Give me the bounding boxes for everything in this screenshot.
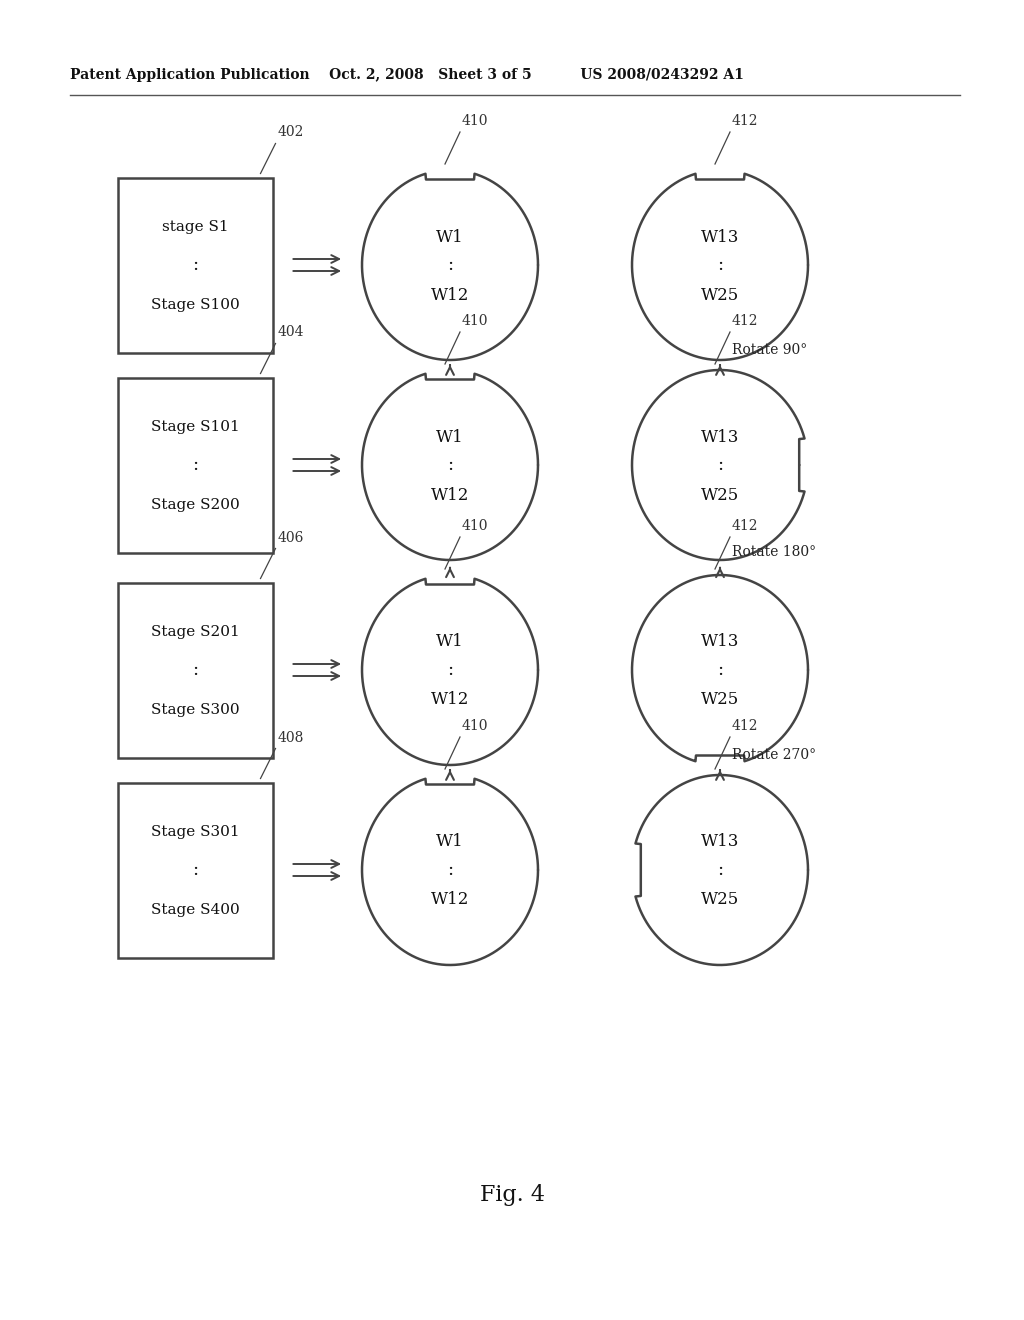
FancyBboxPatch shape [118,783,272,957]
Text: Stage S200: Stage S200 [151,498,240,512]
Text: W25: W25 [700,891,739,908]
Text: Patent Application Publication    Oct. 2, 2008   Sheet 3 of 5          US 2008/0: Patent Application Publication Oct. 2, 2… [70,69,743,82]
Text: Stage S400: Stage S400 [151,903,240,917]
Text: stage S1: stage S1 [162,220,228,234]
FancyBboxPatch shape [118,582,272,758]
Text: 412: 412 [732,719,759,733]
Text: Stage S101: Stage S101 [151,420,240,434]
Text: :: : [446,861,453,879]
Text: W12: W12 [431,891,469,908]
Text: :: : [191,455,198,474]
Text: 404: 404 [278,326,304,339]
FancyBboxPatch shape [118,177,272,352]
Text: W13: W13 [700,228,739,246]
Text: Stage S201: Stage S201 [151,624,240,639]
Text: 402: 402 [278,125,304,140]
Text: 412: 412 [732,519,759,533]
Text: :: : [191,256,198,275]
Text: 412: 412 [732,314,759,327]
Text: W1: W1 [436,228,464,246]
Text: W1: W1 [436,833,464,850]
Text: W12: W12 [431,286,469,304]
Text: W1: W1 [436,429,464,446]
Text: 410: 410 [462,114,488,128]
Text: Stage S301: Stage S301 [151,825,240,840]
Text: W13: W13 [700,833,739,850]
Text: W25: W25 [700,286,739,304]
Text: Rotate 90°: Rotate 90° [732,343,807,356]
Text: 412: 412 [732,114,759,128]
Text: :: : [717,861,723,879]
Text: W13: W13 [700,634,739,651]
Text: 410: 410 [462,314,488,327]
Text: 410: 410 [462,519,488,533]
Text: :: : [717,661,723,678]
Text: W25: W25 [700,487,739,503]
Text: W12: W12 [431,487,469,503]
Text: W1: W1 [436,634,464,651]
Text: :: : [717,455,723,474]
Text: :: : [191,861,198,879]
Text: Stage S100: Stage S100 [151,298,240,312]
Text: Fig. 4: Fig. 4 [479,1184,545,1206]
Text: W12: W12 [431,692,469,709]
Text: 408: 408 [278,730,304,744]
Text: 410: 410 [462,719,488,733]
Text: W13: W13 [700,429,739,446]
Text: Rotate 270°: Rotate 270° [732,748,816,762]
FancyBboxPatch shape [118,378,272,553]
Text: Rotate 180°: Rotate 180° [732,545,816,560]
Text: 406: 406 [278,531,304,544]
Text: :: : [446,455,453,474]
Text: :: : [191,661,198,678]
Text: :: : [717,256,723,275]
Text: W25: W25 [700,692,739,709]
Text: Stage S300: Stage S300 [151,704,240,717]
Text: :: : [446,256,453,275]
Text: :: : [446,661,453,678]
